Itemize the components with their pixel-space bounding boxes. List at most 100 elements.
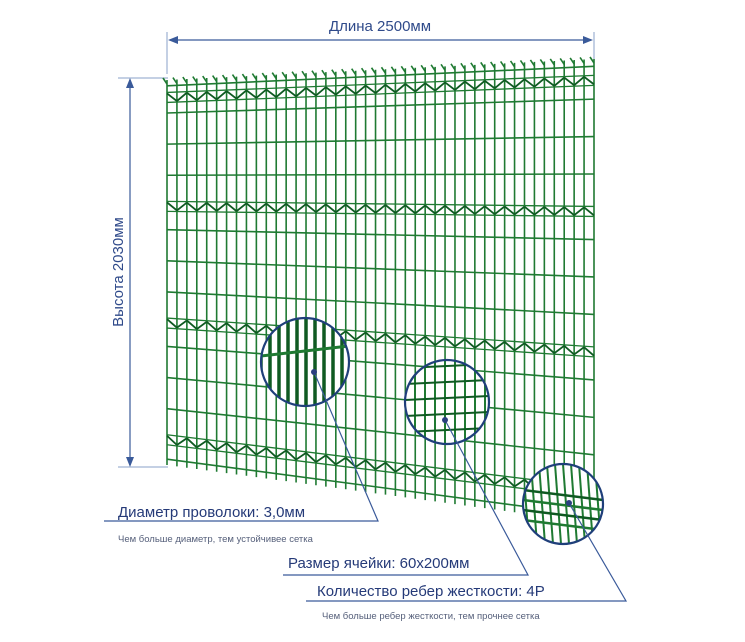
wire-end-hook: [241, 73, 248, 81]
wire-end-hook: [271, 72, 277, 80]
magnified-wire: [570, 464, 578, 544]
wire-end-hook: [390, 66, 397, 74]
wire-end-hook: [400, 65, 406, 73]
wire-end-hook: [261, 72, 267, 80]
wire-diameter-magnifier: [259, 316, 351, 408]
magnifier-ring: [403, 358, 491, 446]
stiffening-rib-pointer: [566, 500, 572, 506]
wire-end-hook: [321, 69, 327, 77]
wire-end-hook: [341, 68, 347, 76]
magnified-wire: [405, 427, 489, 433]
horizontal-wire: [166, 345, 595, 381]
wire-end-hook: [251, 73, 258, 81]
stiffening-ribs-callout: Количество ребер жесткости: 4Р Чем больш…: [306, 500, 628, 622]
wire-end-hook: [499, 60, 506, 68]
horizontal-wire: [166, 98, 595, 114]
wire-end-hook: [380, 66, 387, 74]
wire-end-hook: [410, 65, 416, 73]
rib-wire: [166, 200, 595, 208]
stiffening-ribs-label: Количество ребер жесткости: 4Р: [317, 583, 545, 600]
horizontal-wire: [166, 260, 595, 278]
wire-diameter-callout: Диаметр проволоки: 3,0мм Чем больше диам…: [104, 369, 379, 545]
wire-end-hook: [301, 70, 307, 78]
wire-end-hook: [221, 74, 228, 82]
wire-end-hook: [420, 64, 426, 72]
magnified-rib: [523, 498, 603, 512]
length-label: Длина 2500мм: [329, 18, 431, 35]
horizontal-wire: [166, 407, 595, 456]
wire-end-hook: [370, 67, 377, 75]
mesh-size-callout: Размер ячейки: 60х200мм: [283, 417, 530, 576]
horizontal-wire: [166, 65, 595, 87]
wire-end-hook: [589, 56, 595, 64]
wire-diameter-note: Чем больше диаметр, тем устойчивее сетка: [118, 534, 314, 545]
magnifier-ring: [521, 462, 605, 546]
wire-end-hook: [509, 60, 516, 68]
magnified-wire: [578, 464, 586, 544]
magnified-rib: [523, 488, 603, 502]
wire-end-hook: [281, 71, 287, 79]
wire-end-hook: [559, 58, 565, 65]
wire-end-hook: [549, 58, 555, 66]
wire-end-hook: [202, 75, 208, 83]
wire-end-hook: [331, 69, 337, 77]
fence-panel: [162, 56, 595, 523]
wire-end-hook: [192, 76, 198, 83]
horizontal-wire: [166, 173, 595, 177]
stiffening-rib-magnifier: [521, 462, 605, 546]
rib-wire: [166, 327, 595, 358]
wire-diameter-label: Диаметр проволоки: 3,0мм: [118, 504, 305, 521]
horizontal-wire: [166, 228, 595, 241]
magnifier-ring: [259, 316, 351, 408]
wire-end-hook: [539, 58, 546, 66]
horizontal-wire: [166, 291, 595, 316]
wire-end-hook: [311, 70, 317, 78]
mesh-size-magnifier: [403, 358, 491, 446]
wire-end-hook: [430, 64, 436, 72]
magnified-wire: [562, 464, 570, 544]
wire-end-hook: [490, 61, 496, 69]
height-label: Высота 2030мм: [110, 217, 127, 327]
stiffening-ribs-note: Чем больше ребер жесткости, тем прочнее …: [322, 611, 540, 622]
wire-end-hook: [450, 63, 456, 71]
wire-diameter-pointer: [311, 369, 317, 375]
magnified-wire: [261, 344, 349, 358]
wire-end-hook: [211, 75, 218, 83]
horizontal-wire: [166, 135, 595, 145]
wire-end-hook: [351, 68, 357, 76]
rib-wire: [166, 434, 595, 488]
wire-end-hook: [291, 71, 297, 79]
wire-end-hook: [162, 77, 168, 85]
stiffening-rib: [166, 318, 595, 357]
wire-end-hook: [569, 57, 575, 65]
rib-wire: [166, 444, 595, 498]
mesh-size-pointer: [442, 417, 448, 423]
wire-end-hook: [470, 62, 476, 70]
wire-end-hook: [460, 62, 466, 70]
wire-end-hook: [360, 67, 367, 75]
magnified-wire: [538, 464, 546, 544]
wire-end-hook: [579, 57, 585, 64]
height-dimension: Высота 2030мм: [110, 77, 168, 468]
rib-wire: [166, 74, 595, 94]
rib-wire: [166, 317, 595, 348]
wire-end-hook: [480, 61, 486, 69]
rib-wire: [166, 84, 595, 104]
magnified-wire: [405, 379, 489, 385]
stiffening-rib: [166, 435, 595, 497]
wire-end-hook: [519, 59, 526, 67]
wire-end-hook: [231, 74, 238, 82]
wire-end-hook: [182, 76, 188, 84]
stiffening-rib: [166, 201, 595, 217]
magnified-wire: [405, 395, 489, 401]
mesh-size-label: Размер ячейки: 60х200мм: [288, 555, 470, 572]
magnified-rib: [523, 508, 603, 522]
rib-wire: [166, 210, 595, 218]
wire-end-hook: [529, 59, 536, 67]
length-dimension: Длина 2500мм: [166, 18, 595, 74]
magnified-wire: [405, 411, 489, 417]
stiffening-rib: [166, 75, 595, 103]
wire-end-hook: [172, 77, 178, 84]
magnified-rib: [523, 518, 603, 532]
